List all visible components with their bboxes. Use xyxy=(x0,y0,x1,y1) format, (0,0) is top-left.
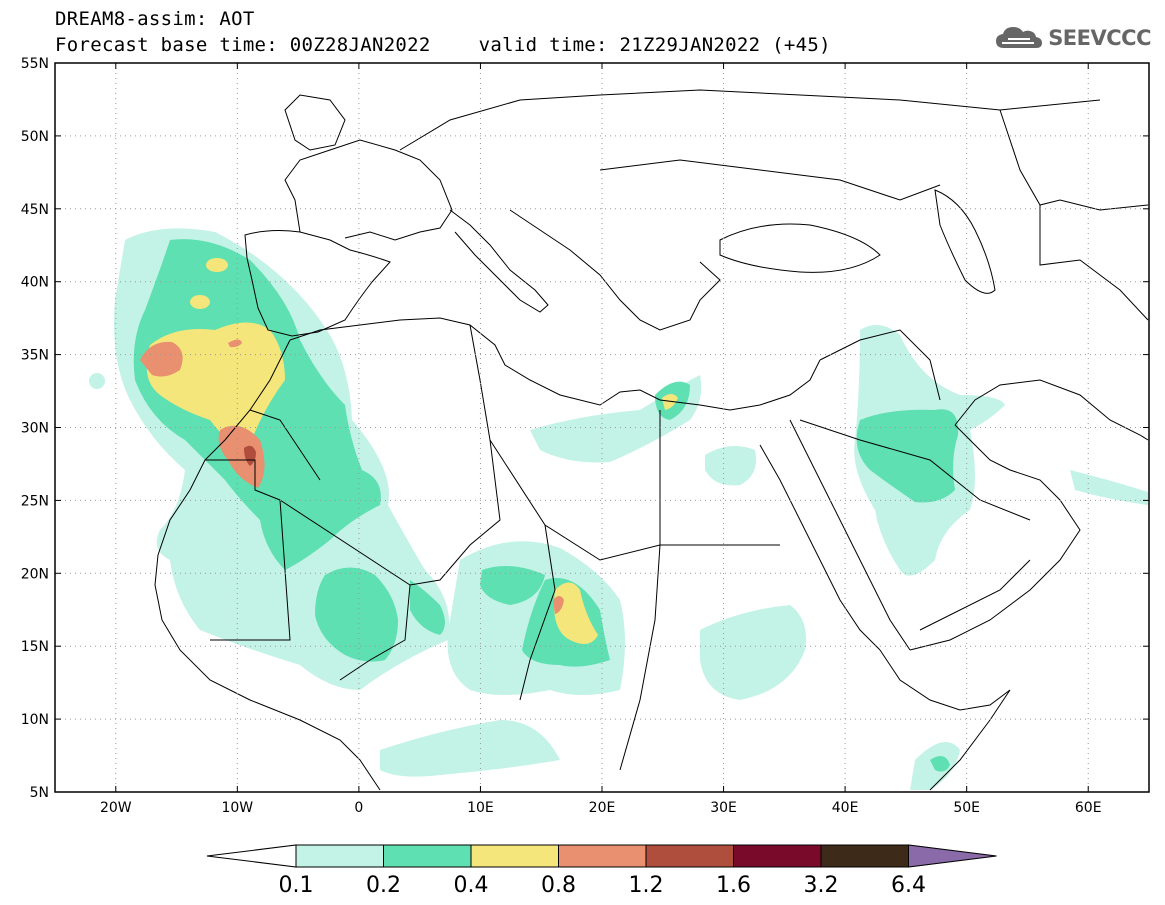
lat-label-6: 25N xyxy=(21,493,49,509)
lat-label-2: 45N xyxy=(21,202,49,218)
aot-region-atlas-spot xyxy=(228,339,242,348)
lon-label-0: 20W xyxy=(100,800,132,816)
border-europe-north xyxy=(399,89,1101,151)
lat-label-7: 20N xyxy=(21,566,49,582)
lat-label-4: 35N xyxy=(21,348,49,364)
border-sudan xyxy=(619,544,661,771)
axes: 20W 10W 0 10E 20E 30E 40E 50E 60E 55N 50N 45N 40N 35N… xyxy=(21,56,1149,816)
lat-label-3: 40N xyxy=(21,275,49,291)
colorbar-label-1: 0.2 xyxy=(366,873,401,898)
colorbar-label-2: 0.4 xyxy=(454,873,489,898)
colorbar: 0.1 0.2 0.4 0.8 1.2 1.6 3.2 6.4 xyxy=(206,844,997,898)
coast-balkans xyxy=(509,209,721,331)
cloud-icon xyxy=(996,27,1043,48)
border-turkmen xyxy=(1039,205,1149,321)
lat-label-5: 30N xyxy=(21,421,49,437)
colorbar-segment-1 xyxy=(383,844,472,868)
border-niger xyxy=(339,584,411,681)
coast-iberia xyxy=(244,230,391,337)
base-time: Forecast base time: 00Z28JAN2022 xyxy=(55,34,431,56)
coast-arabia xyxy=(909,424,1081,651)
border-kazakhstan xyxy=(999,109,1149,211)
coastlines xyxy=(154,89,1149,791)
logo: SEEVCCC xyxy=(994,24,1151,52)
lon-label-3: 10E xyxy=(467,800,494,816)
colorbar-segment-5 xyxy=(733,844,822,868)
border-chad xyxy=(519,524,556,701)
valid-time: valid time: 21Z29JAN2022 (+45) xyxy=(478,34,831,56)
map-title: DREAM8-assim: AOT xyxy=(55,8,255,30)
border-ukraine xyxy=(599,159,941,201)
colorbar-arrow-high xyxy=(908,844,997,868)
lon-label-7: 50E xyxy=(953,800,980,816)
border-algeria xyxy=(279,324,501,586)
coast-italy xyxy=(449,209,549,313)
colorbar-label-0: 0.1 xyxy=(279,873,314,898)
aot-region-chad-spot xyxy=(553,596,564,614)
colorbar-label-4: 1.2 xyxy=(629,873,664,898)
colorbar-segment-2 xyxy=(470,844,559,868)
coast-iran xyxy=(954,379,1149,441)
colorbar-arrow-low xyxy=(206,844,297,868)
aot-region-gulf xyxy=(1070,470,1148,505)
aot-region-portugal-spot xyxy=(206,258,228,272)
lon-label-8: 60E xyxy=(1075,800,1102,816)
aot-region-somalia xyxy=(930,756,950,772)
aot-region-west-core xyxy=(140,341,183,377)
lat-label-9: 10N xyxy=(21,712,49,728)
colorbar-segment-6 xyxy=(820,844,909,868)
aot-region-chad-core xyxy=(554,582,598,644)
aot-region-sahara-peak xyxy=(244,445,256,466)
coast-black-sea xyxy=(719,223,881,273)
lat-label-1: 50N xyxy=(21,129,49,145)
aot-field xyxy=(89,228,1148,790)
border-morocco xyxy=(249,409,321,481)
colorbar-label-5: 1.6 xyxy=(716,873,751,898)
aot-region-libya xyxy=(530,375,702,463)
colorbar-label-7: 6.4 xyxy=(891,873,926,898)
aot-region-mali xyxy=(315,567,398,662)
coast-caspian xyxy=(934,189,996,294)
colorbar-segment-0 xyxy=(295,844,384,868)
coast-red-sea-east xyxy=(789,419,911,651)
aot-region-sahara-core xyxy=(218,425,265,488)
border-iraq xyxy=(819,329,941,401)
coast-red-sea xyxy=(759,444,881,651)
aot-region-atlantic-spot xyxy=(190,295,210,309)
coast-britain xyxy=(284,94,346,151)
coast-france xyxy=(284,139,453,241)
lon-label-1: 10W xyxy=(221,800,253,816)
aot-region-madeira xyxy=(89,373,105,389)
lat-label-0: 55N xyxy=(21,56,49,72)
lon-label-6: 40E xyxy=(832,800,859,816)
colorbar-segment-3 xyxy=(558,844,647,868)
aot-region-sahel xyxy=(380,720,560,777)
coast-north-africa xyxy=(289,317,821,411)
lat-label-10: 5N xyxy=(30,785,49,801)
colorbar-label-3: 0.8 xyxy=(541,873,576,898)
colorbar-segment-4 xyxy=(645,844,734,868)
aot-region-sudan xyxy=(700,605,806,700)
aot-region-iraq xyxy=(856,409,959,503)
lon-label-4: 20E xyxy=(589,800,616,816)
logo-text: SEEVCCC xyxy=(1048,26,1151,50)
colorbar-label-6: 3.2 xyxy=(804,873,839,898)
border-saudi xyxy=(799,419,1031,521)
aot-region-cyrenaica xyxy=(662,394,678,410)
aot-region-chad-west xyxy=(480,566,545,605)
lon-label-2: 0 xyxy=(354,800,363,816)
time-line: Forecast base time: 00Z28JAN2022 valid ti… xyxy=(55,34,831,56)
border-yemen xyxy=(919,559,1031,631)
lon-label-5: 30E xyxy=(710,800,737,816)
coast-horn xyxy=(879,649,1011,791)
aot-region-niger xyxy=(410,580,445,635)
border-mauritania xyxy=(205,459,291,641)
coast-atlantic-africa xyxy=(154,339,381,791)
lat-label-8: 15N xyxy=(21,639,49,655)
aot-region-egypt xyxy=(705,446,756,486)
